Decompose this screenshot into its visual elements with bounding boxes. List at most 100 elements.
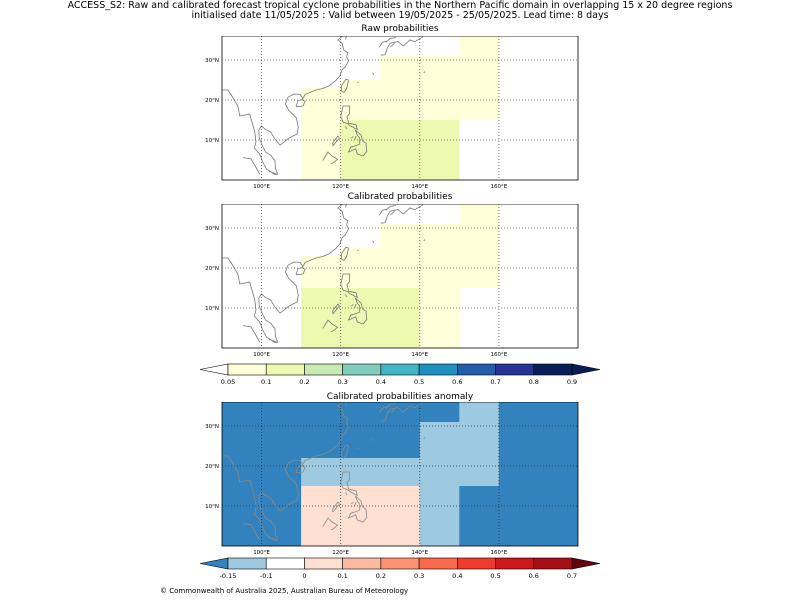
- probability-region-3: [419, 486, 460, 546]
- lat-tick-label: 10°N: [205, 504, 219, 510]
- figure-title-line1: ACCESS_S2: Raw and calibrated forecast t…: [67, 0, 733, 11]
- lon-tick-label: 120°E: [332, 352, 349, 358]
- probability-region-4: [459, 36, 499, 56]
- anom-colorbar-swatch: [418, 557, 458, 570]
- coastline-4: [347, 129, 368, 157]
- copyright-notice: © Commonwealth of Australia 2025, Austra…: [160, 587, 409, 595]
- coastline-17: [354, 303, 357, 309]
- anom-colorbar-tick-label: 0.6: [529, 572, 539, 580]
- prob-colorbar-tick-label: 0.2: [299, 378, 309, 386]
- prob-colorbar-tick-label: 0.5: [414, 378, 424, 386]
- prob-colorbar-tick-label: 0.9: [567, 378, 577, 386]
- prob-colorbar-swatch: [495, 363, 535, 376]
- coastline-3: [340, 471, 358, 497]
- lon-tick-label: 160°E: [491, 184, 508, 190]
- lon-tick-label: 120°E: [332, 550, 349, 556]
- coastline-18: [351, 304, 354, 307]
- prob-colorbar-swatch: [418, 363, 458, 376]
- coastline-3: [340, 273, 358, 299]
- probability-region-0: [301, 458, 499, 486]
- lon-tick-label: 100°E: [253, 352, 270, 358]
- coastline-5: [332, 501, 341, 513]
- prob-colorbar-swatch: [265, 363, 305, 376]
- coastline-8: [242, 325, 260, 343]
- probability-region-5: [301, 288, 420, 348]
- anom-colorbar-swatch: [533, 557, 573, 570]
- coastline-11: [379, 208, 387, 216]
- anom-colorbar-swatch: [495, 557, 535, 570]
- coastline-2: [341, 444, 350, 459]
- lon-tick-label: 140°E: [411, 352, 428, 358]
- coastline-19: [345, 294, 348, 298]
- prob-colorbar-swatch: [533, 363, 573, 376]
- lon-tick-label: 120°E: [332, 184, 349, 190]
- coastline-6: [322, 319, 339, 332]
- anom-colorbar-under-arrow: [199, 557, 229, 570]
- anom-colorbar-swatch: [342, 557, 382, 570]
- coastline-10: [380, 204, 424, 224]
- coastline-9: [345, 36, 347, 40]
- coastline-19: [345, 492, 348, 496]
- coastline-15: [385, 205, 397, 211]
- coastline-7: [268, 338, 278, 344]
- anom-colorbar-tick-label: -0.1: [260, 572, 273, 580]
- prob-colorbar-tick-label: 0.1: [261, 378, 271, 386]
- coastline-9: [345, 402, 347, 406]
- probability-region-5: [340, 120, 460, 180]
- probability-colorbar: 0.05 0.1 0.2 0.3 0.4 0.5 0.6 0.7 0.8 0.9: [199, 363, 601, 386]
- lon-tick-label: 140°E: [411, 550, 428, 556]
- coastline-16: [390, 408, 395, 414]
- map-frame: [221, 402, 579, 547]
- map-raw-probabilities: 100°E 120°E 140°E 160°E 10°N 20°N 30°N: [205, 36, 579, 190]
- probability-region-2: [459, 402, 499, 422]
- coastline-14: [423, 437, 426, 440]
- prob-colorbar-swatch: [227, 363, 267, 376]
- probability-region-1: [340, 80, 381, 88]
- coastline-0: [222, 402, 350, 542]
- lat-tick-label: 30°N: [205, 424, 219, 430]
- coastline-3: [340, 105, 358, 131]
- anom-colorbar-swatch: [227, 557, 267, 570]
- coastline-18: [351, 136, 354, 139]
- coastline-7: [268, 170, 278, 176]
- lon-tick-label: 160°E: [491, 352, 508, 358]
- anom-colorbar-tick-label: 0.1: [337, 572, 347, 580]
- anom-colorbar-swatch: [380, 557, 420, 570]
- lat-tick-label: 10°N: [205, 138, 219, 144]
- probability-region-1: [340, 248, 381, 256]
- lon-tick-label: 100°E: [253, 550, 270, 556]
- coastline-17: [354, 135, 357, 141]
- anom-colorbar-over-arrow: [571, 557, 601, 570]
- coastline-17: [354, 501, 357, 507]
- prob-colorbar-tick-label: 0.8: [529, 378, 539, 386]
- coastline-12: [372, 240, 375, 244]
- coastline-10: [380, 402, 424, 422]
- prob-colorbar-swatch: [342, 363, 382, 376]
- coastline-18: [351, 502, 354, 505]
- coastline-5: [332, 303, 341, 315]
- coastline-11: [379, 40, 387, 48]
- lon-tick-label: 140°E: [411, 184, 428, 190]
- probability-region-3: [419, 56, 499, 120]
- prob-colorbar-under-arrow: [199, 363, 229, 376]
- map-calibrated-anomaly: 100°E 120°E 140°E 160°E 10°N 20°N 30°N: [205, 402, 579, 556]
- coastline-13: [357, 249, 359, 252]
- map-calibrated-probabilities: 100°E 120°E 140°E 160°E 10°N 20°N 30°N: [205, 204, 579, 358]
- coastline-2: [341, 246, 350, 261]
- coastline-15: [385, 403, 397, 409]
- lon-tick-label: 160°E: [491, 550, 508, 556]
- prob-colorbar-tick-label: 0.3: [337, 378, 347, 386]
- anom-colorbar-tick-label: 0.2: [376, 572, 386, 580]
- coastline-0: [222, 36, 350, 176]
- coastline-10: [380, 36, 424, 56]
- coastline-8: [242, 157, 260, 175]
- panel-title-raw: Raw probabilities: [361, 24, 439, 34]
- prob-colorbar-tick-label: 0.6: [452, 378, 462, 386]
- map-frame: [221, 36, 579, 181]
- panel-title-anomaly: Calibrated probabilities anomaly: [326, 392, 474, 402]
- coastline-15: [385, 37, 397, 43]
- coastline-13: [357, 81, 359, 84]
- coastline-8: [242, 523, 260, 541]
- coastline-12: [372, 438, 375, 442]
- prob-colorbar-over-arrow: [571, 363, 601, 376]
